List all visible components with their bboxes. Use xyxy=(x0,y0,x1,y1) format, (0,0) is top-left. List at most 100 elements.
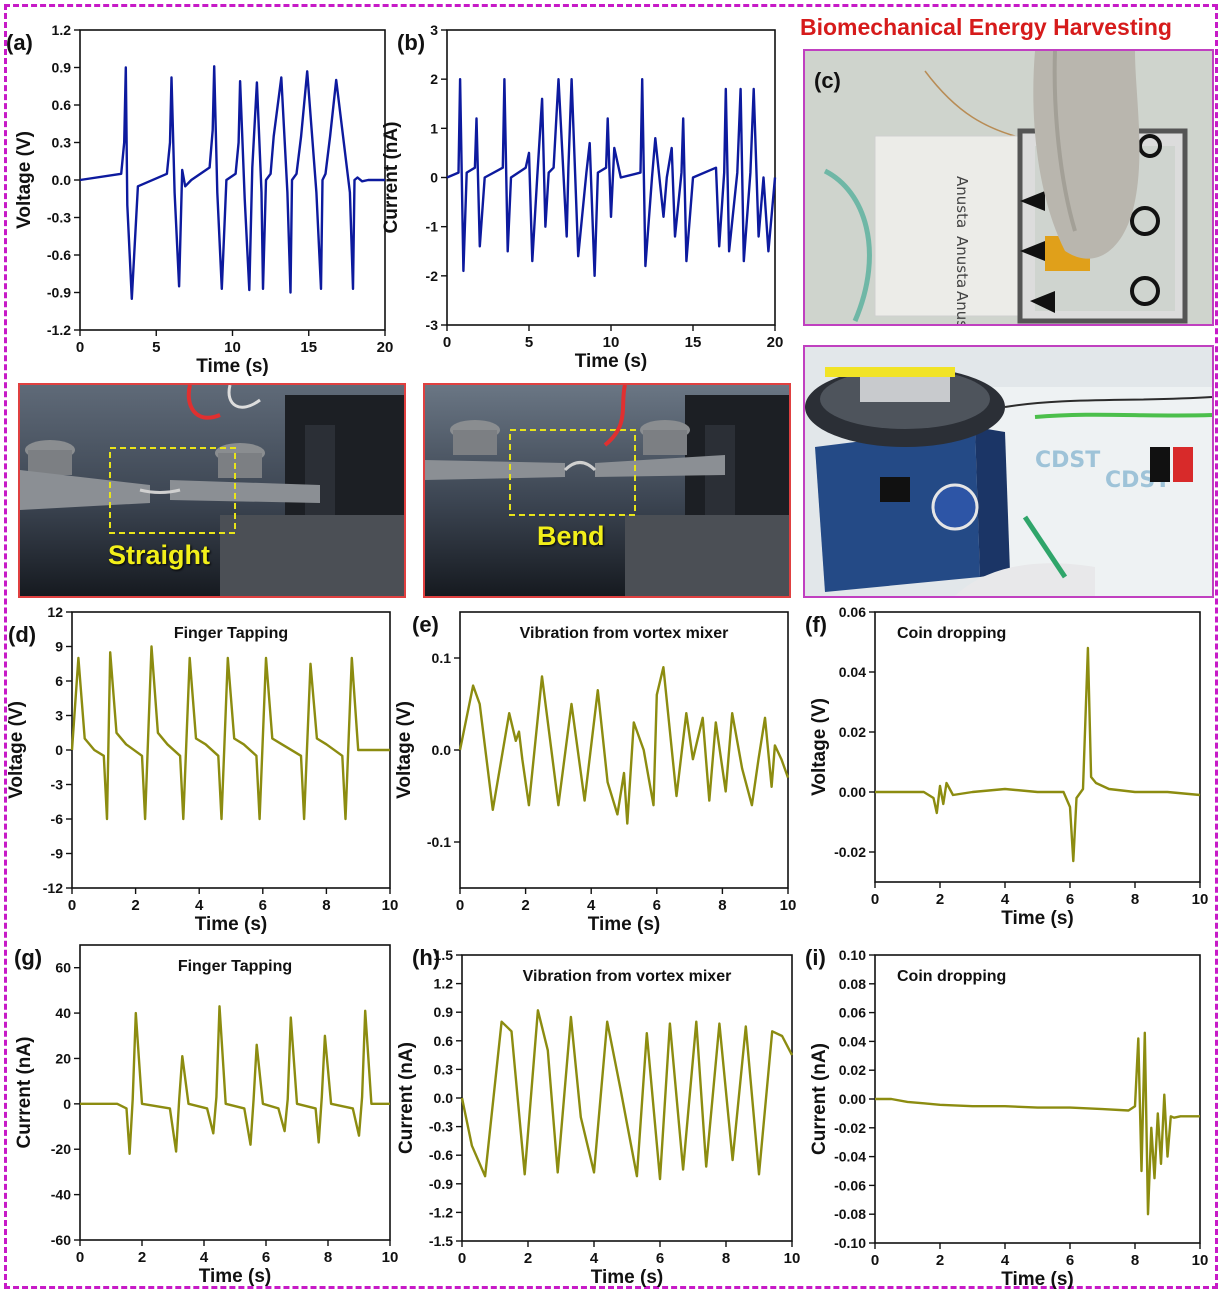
x-tick-label-f: 6 xyxy=(1066,891,1074,908)
x-tick-label-d: 0 xyxy=(68,897,76,914)
x-tick-label-g: 2 xyxy=(138,1249,146,1266)
x-tick-label-h: 6 xyxy=(656,1250,664,1267)
panel-letter-c: (c) xyxy=(814,68,841,93)
svg-text:Anusta: Anusta xyxy=(953,236,971,288)
y-tick-label-i: 0.04 xyxy=(839,1033,866,1049)
series-line-h xyxy=(460,1009,794,1181)
x-tick-label-e: 8 xyxy=(718,897,726,914)
y-tick-label-b: 0 xyxy=(430,170,438,186)
y-tick-label-g: 20 xyxy=(55,1050,71,1066)
series-line-i xyxy=(875,1031,1200,1216)
y-tick-label-e: 0.1 xyxy=(432,650,452,666)
y-tick-label-d: 6 xyxy=(55,673,63,689)
panel-letter-b: (b) xyxy=(397,30,425,55)
y-tick-label-d: 0 xyxy=(55,742,63,758)
y-tick-label-d: 3 xyxy=(55,708,63,724)
x-tick-label-h: 2 xyxy=(524,1250,532,1267)
y-tick-label-i: -0.02 xyxy=(834,1120,866,1136)
x-tick-label-b: 5 xyxy=(525,334,533,351)
chart-title-i: Coin dropping xyxy=(897,968,1006,985)
photo-straight-clamp-image xyxy=(20,385,404,596)
x-axis-label-d: Time (s) xyxy=(195,914,268,935)
y-tick-label-g: -60 xyxy=(51,1232,71,1248)
y-tick-label-e: 0.0 xyxy=(432,742,452,758)
y-tick-label-g: -20 xyxy=(51,1141,71,1157)
chart-g: 0 2 4 6 8 10 -60 -40 -20 0 20 40 60 Time (s) Current (… xyxy=(14,944,399,1287)
y-tick-label-a: -0.6 xyxy=(47,247,71,263)
x-tick-label-i: 0 xyxy=(871,1252,879,1269)
series-line-d xyxy=(70,645,390,821)
photo-straight-clamp xyxy=(18,383,406,598)
y-axis-label-a: Voltage (V) xyxy=(14,131,35,229)
y-tick-label-h: -0.6 xyxy=(429,1147,453,1163)
y-tick-label-d: -12 xyxy=(43,880,63,896)
series-line-a xyxy=(79,65,385,300)
y-tick-label-d: 12 xyxy=(47,604,63,620)
y-tick-label-a: -1.2 xyxy=(47,322,71,338)
photo-label-straight: Straight xyxy=(108,540,211,570)
x-tick-label-f: 10 xyxy=(1192,891,1209,908)
x-tick-label-f: 8 xyxy=(1131,891,1139,908)
y-tick-label-f: 0.04 xyxy=(839,664,866,680)
x-tick-label-b: 20 xyxy=(767,334,784,351)
x-tick-label-a: 15 xyxy=(300,339,317,356)
plot-frame-i xyxy=(874,954,1201,1244)
y-axis-label-b: Current (nA) xyxy=(381,122,402,234)
x-axis-label-i: Time (s) xyxy=(1001,1269,1074,1290)
x-tick-label-a: 5 xyxy=(152,339,160,356)
x-tick-label-f: 2 xyxy=(936,891,944,908)
y-axis-label-i: Current (nA) xyxy=(809,1043,830,1155)
y-tick-label-i: -0.08 xyxy=(834,1206,866,1222)
svg-text:Anusta: Anusta xyxy=(953,176,971,228)
x-tick-label-g: 10 xyxy=(382,1249,399,1266)
series-line-e xyxy=(458,666,790,825)
chart-title-d: Finger Tapping xyxy=(174,625,288,642)
series-line-b xyxy=(446,77,777,277)
y-axis-label-e: Voltage (V) xyxy=(394,701,415,799)
x-tick-label-e: 6 xyxy=(653,897,661,914)
y-tick-label-g: -40 xyxy=(51,1187,71,1203)
x-tick-label-a: 10 xyxy=(224,339,241,356)
x-tick-label-h: 4 xyxy=(590,1250,599,1267)
y-tick-label-a: -0.3 xyxy=(47,210,71,226)
x-tick-label-i: 4 xyxy=(1001,1252,1010,1269)
x-tick-label-d: 10 xyxy=(382,897,399,914)
x-tick-label-f: 4 xyxy=(1001,891,1010,908)
y-tick-label-h: -0.9 xyxy=(429,1176,453,1192)
x-tick-label-g: 6 xyxy=(262,1249,270,1266)
x-tick-label-h: 0 xyxy=(458,1250,466,1267)
y-tick-label-i: 0.00 xyxy=(839,1091,866,1107)
plot-frame-h xyxy=(461,954,793,1242)
y-tick-label-b: 1 xyxy=(430,120,438,136)
y-tick-label-h: -1.5 xyxy=(429,1233,453,1249)
x-axis-label-h: Time (s) xyxy=(591,1267,664,1288)
x-tick-label-h: 8 xyxy=(722,1250,730,1267)
panel-letter-e: (e) xyxy=(412,612,439,637)
plot-frame-d xyxy=(71,611,391,889)
photo-bend-clamp-image xyxy=(425,385,789,596)
x-tick-label-d: 2 xyxy=(131,897,139,914)
panel-letter-f: (f) xyxy=(805,612,827,637)
x-axis-label-f: Time (s) xyxy=(1001,908,1074,929)
x-tick-label-g: 4 xyxy=(200,1249,209,1266)
photo-bend-clamp xyxy=(423,383,791,598)
y-tick-label-g: 40 xyxy=(55,1005,71,1021)
panel-letter-h: (h) xyxy=(412,945,440,970)
x-tick-label-g: 8 xyxy=(324,1249,332,1266)
series-line-g xyxy=(80,1005,390,1156)
chart-title-h: Vibration from vortex mixer xyxy=(523,968,732,985)
x-tick-label-i: 8 xyxy=(1131,1252,1139,1269)
x-tick-label-f: 0 xyxy=(871,891,879,908)
x-axis-label-a: Time (s) xyxy=(196,356,269,377)
x-axis-label-e: Time (s) xyxy=(588,914,661,935)
svg-text:Anusta: Anusta xyxy=(953,291,971,324)
figure-title: Biomechanical Energy Harvesting xyxy=(800,14,1172,40)
figure-frame xyxy=(4,4,1218,1289)
y-tick-label-d: -3 xyxy=(51,777,64,793)
y-tick-label-i: -0.04 xyxy=(834,1149,866,1165)
y-tick-label-h: 0.3 xyxy=(434,1061,454,1077)
x-tick-label-i: 2 xyxy=(936,1252,944,1269)
x-tick-label-e: 4 xyxy=(587,897,596,914)
y-tick-label-i: 0.02 xyxy=(839,1062,866,1078)
